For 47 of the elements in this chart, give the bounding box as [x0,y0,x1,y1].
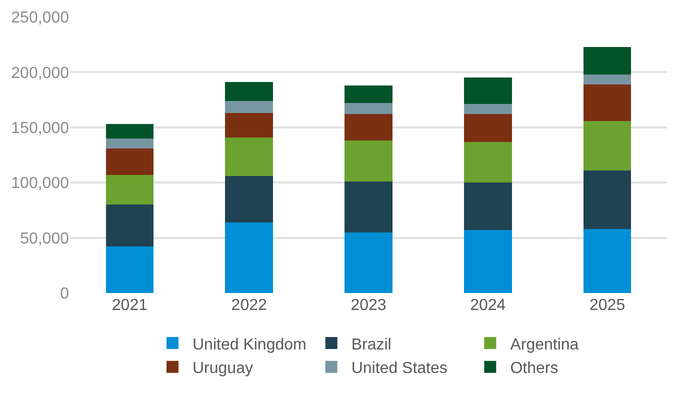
bar [344,140,392,182]
legend-label: Others [510,360,558,378]
bar [225,176,273,222]
bar [464,230,512,293]
bar [225,222,273,293]
x-tick-label: 2024 [470,297,506,314]
legend-label: United Kingdom [192,336,306,354]
bar [583,74,632,84]
bar [106,148,154,175]
bar [344,114,392,141]
bar [225,100,273,114]
bar [464,142,512,183]
x-tick-label: 2023 [350,297,386,314]
bar [583,46,632,74]
y-tick-label: 150,000 [11,120,70,137]
bar [464,182,512,230]
bar [344,182,392,232]
bar [106,174,154,205]
bar [344,85,392,104]
bar [225,113,273,138]
bar [464,104,512,114]
x-tick-label: 2021 [112,297,148,314]
bar [106,124,154,138]
x-tick-label: 2022 [231,297,267,314]
bar [464,78,512,104]
legend-label: United States [351,360,448,378]
bar [225,82,273,101]
bar [225,137,273,176]
bar [583,170,632,229]
legend-label: Argentina [510,336,579,354]
legend-label: Uruguay [192,360,253,378]
bar [583,84,632,121]
x-tick-label: 2025 [590,297,626,314]
bar [583,228,632,293]
legend-label: Brazil [351,336,392,354]
bar [344,103,392,114]
y-tick-label: 200,000 [11,64,70,82]
bar [344,232,392,293]
bar [106,246,154,293]
y-tick-label: 50,000 [20,230,70,248]
y-tick-label: 100,000 [11,175,70,192]
y-tick-label: 0 [60,286,70,303]
y-tick-label: 250,000 [11,10,70,27]
bar [464,114,512,142]
bar [106,138,154,148]
bar [106,204,154,247]
bar [583,120,632,170]
